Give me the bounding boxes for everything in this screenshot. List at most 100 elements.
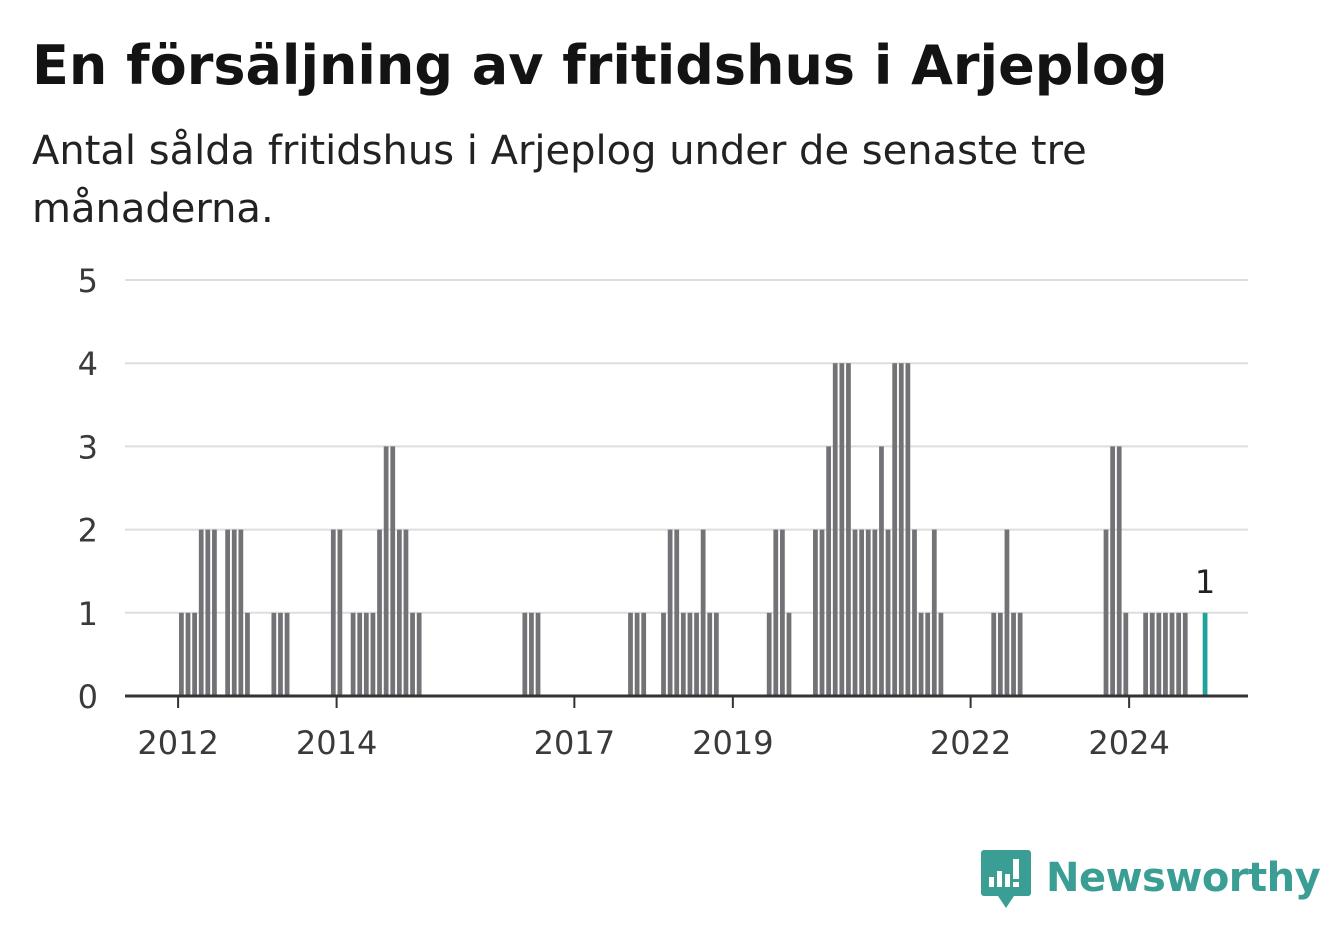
bar-2014-04 bbox=[357, 612, 363, 696]
bar-2012-10 bbox=[238, 529, 244, 696]
bar-2023-12 bbox=[1123, 612, 1129, 696]
bar-2012-05 bbox=[205, 529, 211, 696]
bar-2018-06 bbox=[687, 612, 693, 696]
bar-2021-06 bbox=[925, 612, 931, 696]
bar-2018-09 bbox=[707, 612, 713, 696]
bar-2012-06 bbox=[212, 529, 217, 696]
bar-2021-04 bbox=[912, 529, 917, 696]
bar-2022-05 bbox=[997, 612, 1003, 696]
bar-2018-07 bbox=[694, 612, 699, 696]
x-tick-label: 2024 bbox=[1088, 724, 1169, 762]
bar-2024-08 bbox=[1176, 612, 1182, 696]
gridlines bbox=[125, 279, 1248, 614]
x-tick-label: 2014 bbox=[296, 724, 377, 762]
bar-2018-03 bbox=[667, 529, 673, 696]
bar-2012-09 bbox=[231, 529, 237, 696]
bar-2019-08 bbox=[780, 529, 785, 696]
bar-2012-08 bbox=[225, 529, 231, 696]
highlight-value-label: 1 bbox=[1195, 563, 1215, 601]
bar-2024-06 bbox=[1163, 612, 1168, 696]
bar-2021-02 bbox=[898, 363, 904, 696]
bar-2012-04 bbox=[198, 529, 204, 696]
bar-2013-12 bbox=[330, 529, 336, 696]
bar-2020-02 bbox=[819, 529, 825, 696]
y-tick-label: 1 bbox=[78, 595, 98, 633]
bar-2018-08 bbox=[700, 529, 706, 696]
bar-2021-07 bbox=[931, 529, 937, 696]
x-tick-label: 2019 bbox=[692, 724, 773, 762]
axes: 0 1 2 3 4 5 2012 2014 2017 2019 2022 2024 bbox=[78, 262, 1248, 762]
bars: 1 bbox=[179, 363, 1215, 696]
bar-2020-11 bbox=[879, 446, 884, 696]
bar-2024-03 bbox=[1143, 612, 1149, 696]
bar-2013-05 bbox=[284, 612, 290, 696]
bar-2022-07 bbox=[1011, 612, 1016, 696]
bar-2024-05 bbox=[1156, 612, 1162, 696]
bar-2013-04 bbox=[278, 612, 283, 696]
chart-title: En försäljning av fritidshus i Arjeplog bbox=[32, 34, 1168, 97]
bar-2021-03 bbox=[905, 363, 911, 696]
bar-2020-03 bbox=[826, 446, 832, 696]
bar-2014-01 bbox=[337, 529, 343, 696]
bar-2019-09 bbox=[786, 612, 792, 696]
bar-2015-01 bbox=[416, 612, 422, 696]
y-tick-label: 3 bbox=[78, 428, 98, 466]
bar-2022-08 bbox=[1017, 612, 1023, 696]
bar-2024-07 bbox=[1169, 612, 1175, 696]
bar-2022-06 bbox=[1004, 529, 1010, 696]
bar-2014-07 bbox=[377, 529, 382, 696]
bar-highlight-latest bbox=[1202, 612, 1208, 696]
y-tick-label: 0 bbox=[78, 678, 98, 716]
newsworthy-logo-icon bbox=[981, 850, 1031, 908]
bar-2016-05 bbox=[522, 612, 528, 696]
bar-2012-03 bbox=[192, 612, 197, 696]
x-tick-label: 2012 bbox=[137, 724, 218, 762]
x-tick-label: 2022 bbox=[930, 724, 1011, 762]
bar-2023-11 bbox=[1116, 446, 1122, 696]
bar-2020-04 bbox=[832, 363, 838, 696]
bar-2021-01 bbox=[892, 363, 898, 696]
bar-2020-01 bbox=[813, 529, 818, 696]
bar-2014-10 bbox=[396, 529, 402, 696]
bar-2020-05 bbox=[839, 363, 845, 696]
bar-2017-10 bbox=[634, 612, 640, 696]
bar-2023-09 bbox=[1103, 529, 1109, 696]
chart-subtitle: Antal sålda fritidshus i Arjeplog under … bbox=[32, 128, 1087, 232]
bar-2013-03 bbox=[271, 612, 277, 696]
bar-2014-06 bbox=[370, 612, 376, 696]
bar-2020-08 bbox=[859, 529, 865, 696]
bar-2020-09 bbox=[865, 529, 871, 696]
y-tick-label: 5 bbox=[78, 262, 98, 300]
bar-2018-02 bbox=[661, 612, 666, 696]
y-tick-label: 4 bbox=[78, 345, 98, 383]
bar-2024-09 bbox=[1182, 612, 1188, 696]
bar-2022-04 bbox=[991, 612, 997, 696]
bar-2014-12 bbox=[410, 612, 415, 696]
bar-2017-09 bbox=[628, 612, 633, 696]
bar-2021-08 bbox=[938, 612, 944, 696]
bar-2021-05 bbox=[918, 612, 924, 696]
bar-2014-11 bbox=[403, 529, 409, 696]
bar-2016-07 bbox=[535, 612, 541, 696]
bar-2019-06 bbox=[766, 612, 772, 696]
bar-2018-10 bbox=[713, 612, 719, 696]
bar-2020-06 bbox=[846, 363, 851, 696]
bar-2014-09 bbox=[390, 446, 396, 696]
bar-2019-07 bbox=[773, 529, 779, 696]
bar-2024-04 bbox=[1149, 612, 1155, 696]
bar-2017-11 bbox=[641, 612, 647, 696]
bar-2023-10 bbox=[1110, 446, 1115, 696]
newsworthy-logo: Newsworthy bbox=[980, 846, 1321, 910]
bar-2014-03 bbox=[350, 612, 356, 696]
bar-2012-11 bbox=[245, 612, 250, 696]
newsworthy-logo-text: Newsworthy bbox=[1046, 855, 1321, 901]
bar-2020-10 bbox=[872, 529, 878, 696]
bar-2014-05 bbox=[363, 612, 369, 696]
bar-2020-07 bbox=[852, 529, 858, 696]
bar-2012-01 bbox=[179, 612, 184, 696]
bar-2018-04 bbox=[674, 529, 680, 696]
bar-2012-02 bbox=[185, 612, 191, 696]
bar-2018-05 bbox=[680, 612, 686, 696]
bar-2020-12 bbox=[885, 529, 891, 696]
